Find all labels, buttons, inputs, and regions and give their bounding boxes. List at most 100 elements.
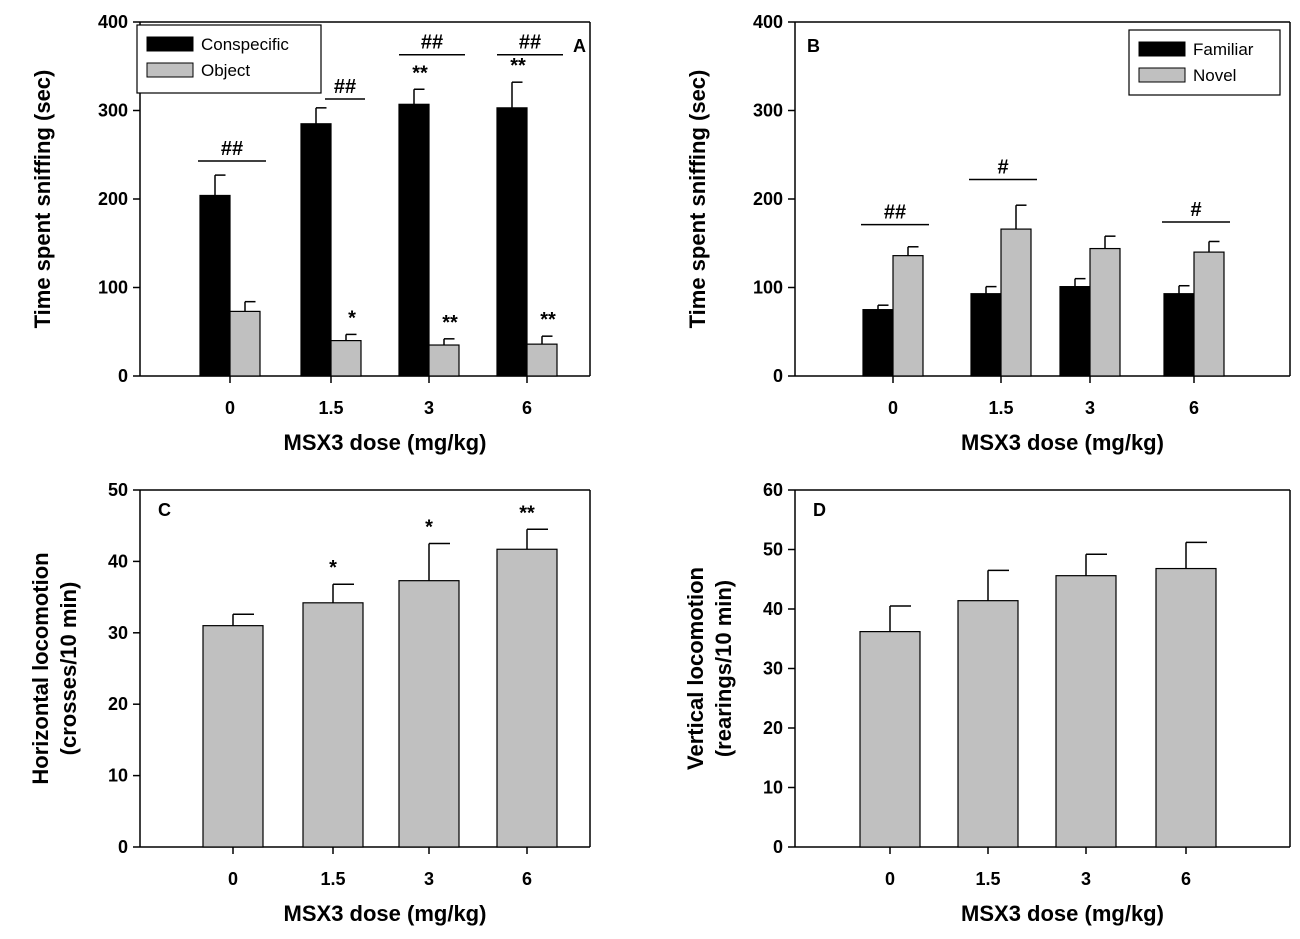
y-tick-label: 300 bbox=[98, 101, 128, 121]
x-tick-label: 1.5 bbox=[988, 398, 1013, 418]
bar-object bbox=[526, 343, 558, 377]
bar-familiar bbox=[970, 293, 1002, 377]
y-tick-label: 400 bbox=[98, 12, 128, 32]
bar-value bbox=[859, 631, 921, 848]
bar-object bbox=[330, 340, 362, 377]
bar-value bbox=[957, 600, 1019, 848]
legend: Familiar Novel bbox=[1128, 29, 1281, 96]
bar-value bbox=[202, 625, 264, 848]
bar-value bbox=[302, 602, 364, 848]
x-tick-label: 0 bbox=[888, 398, 898, 418]
x-tick-label: 1.5 bbox=[320, 869, 345, 889]
legend-label: Familiar bbox=[1193, 40, 1254, 59]
panel-b: 0 100 200 300 400 0 1.5 3 6 MSX3 dose (mg/kg) Time… bbox=[685, 12, 1291, 455]
bar-novel bbox=[1089, 247, 1121, 377]
y-axis-title: Vertical locomotion bbox=[683, 567, 708, 770]
significance-star: ** bbox=[412, 62, 428, 84]
x-tick-label: 3 bbox=[1085, 398, 1095, 418]
significance-star: ** bbox=[510, 55, 526, 77]
x-tick-label: 3 bbox=[424, 398, 434, 418]
y-tick-label: 30 bbox=[763, 659, 783, 679]
x-axis-title: MSX3 dose (mg/kg) bbox=[961, 901, 1164, 926]
bar-value bbox=[398, 580, 460, 848]
y-tick-label: 200 bbox=[98, 189, 128, 209]
legend-label: Novel bbox=[1193, 66, 1236, 85]
comparison-mark: ## bbox=[221, 138, 243, 160]
bar-novel bbox=[1000, 228, 1032, 377]
y-tick-label: 200 bbox=[753, 189, 783, 209]
y-axis-title: Time spent sniffing (sec) bbox=[30, 70, 55, 329]
y-tick-label: 40 bbox=[763, 599, 783, 619]
legend-swatch bbox=[146, 36, 194, 52]
y-tick-label: 30 bbox=[108, 623, 128, 643]
bar-value bbox=[496, 548, 558, 848]
x-tick-label: 3 bbox=[424, 869, 434, 889]
panel-a: 0 100 200 300 400 0 1.5 3 6 MSX3 dose (mg/kg) Time… bbox=[30, 12, 591, 455]
bar-familiar bbox=[1059, 286, 1091, 377]
x-tick-label: 6 bbox=[522, 869, 532, 889]
legend-box bbox=[1128, 29, 1281, 96]
significance-star: * bbox=[329, 557, 337, 579]
y-axis-title-units: (rearings/10 min) bbox=[711, 580, 736, 757]
y-tick-label: 100 bbox=[98, 278, 128, 298]
bar-familiar bbox=[1163, 293, 1195, 377]
panel-label: B bbox=[807, 36, 820, 56]
legend: Conspecific Object bbox=[136, 24, 322, 94]
bar-familiar bbox=[862, 309, 894, 377]
significance-star: * bbox=[425, 517, 433, 539]
bar-object bbox=[428, 344, 460, 377]
significance-star: ** bbox=[442, 312, 458, 334]
comparison-mark: ## bbox=[421, 32, 443, 54]
y-tick-label: 10 bbox=[763, 778, 783, 798]
panel-label: D bbox=[813, 500, 826, 520]
x-tick-label: 3 bbox=[1081, 869, 1091, 889]
y-axis-title: Horizontal locomotion bbox=[28, 552, 53, 784]
x-axis-title: MSX3 dose (mg/kg) bbox=[961, 430, 1164, 455]
y-tick-label: 10 bbox=[108, 766, 128, 786]
legend-swatch bbox=[1138, 67, 1186, 83]
bar-novel bbox=[1193, 251, 1225, 377]
comparison-mark: ## bbox=[519, 32, 541, 54]
x-tick-label: 0 bbox=[228, 869, 238, 889]
legend-swatch bbox=[1138, 41, 1186, 57]
bar-conspecific bbox=[398, 103, 430, 377]
y-axis-title: Time spent sniffing (sec) bbox=[685, 70, 710, 329]
x-tick-label: 1.5 bbox=[975, 869, 1000, 889]
y-tick-label: 0 bbox=[773, 837, 783, 857]
y-tick-label: 20 bbox=[763, 718, 783, 738]
bar-conspecific bbox=[199, 194, 231, 377]
panel-c: 0 10 20 30 40 50 0 1.5 3 6 MSX3 dose (mg/kg) Horizo… bbox=[28, 480, 591, 926]
x-tick-label: 6 bbox=[1181, 869, 1191, 889]
legend-label: Object bbox=[201, 61, 250, 80]
legend-swatch bbox=[146, 62, 194, 78]
panel-label: C bbox=[158, 500, 171, 520]
x-tick-label: 6 bbox=[522, 398, 532, 418]
comparison-mark: ## bbox=[884, 202, 906, 224]
significance-star: ** bbox=[540, 309, 556, 331]
comparison-mark: # bbox=[997, 157, 1008, 179]
y-tick-label: 100 bbox=[753, 278, 783, 298]
legend-label: Conspecific bbox=[201, 35, 289, 54]
y-tick-label: 300 bbox=[753, 101, 783, 121]
y-tick-label: 60 bbox=[763, 480, 783, 500]
y-tick-label: 50 bbox=[108, 480, 128, 500]
comparison-mark: # bbox=[1190, 199, 1201, 221]
bar-conspecific bbox=[496, 107, 528, 377]
x-tick-label: 0 bbox=[885, 869, 895, 889]
comparison-mark: ## bbox=[334, 76, 356, 98]
x-axis-title: MSX3 dose (mg/kg) bbox=[284, 430, 487, 455]
bar-conspecific bbox=[300, 123, 332, 377]
x-tick-label: 6 bbox=[1189, 398, 1199, 418]
bar-value bbox=[1055, 575, 1117, 848]
x-tick-label: 0 bbox=[225, 398, 235, 418]
y-tick-label: 50 bbox=[763, 540, 783, 560]
y-axis-title-units: (crosses/10 min) bbox=[56, 582, 81, 756]
bar-object bbox=[229, 310, 261, 377]
legend-box bbox=[136, 24, 322, 94]
x-tick-label: 1.5 bbox=[318, 398, 343, 418]
significance-star: * bbox=[348, 307, 356, 329]
y-tick-label: 0 bbox=[118, 366, 128, 386]
y-tick-label: 0 bbox=[773, 366, 783, 386]
y-tick-label: 0 bbox=[118, 837, 128, 857]
